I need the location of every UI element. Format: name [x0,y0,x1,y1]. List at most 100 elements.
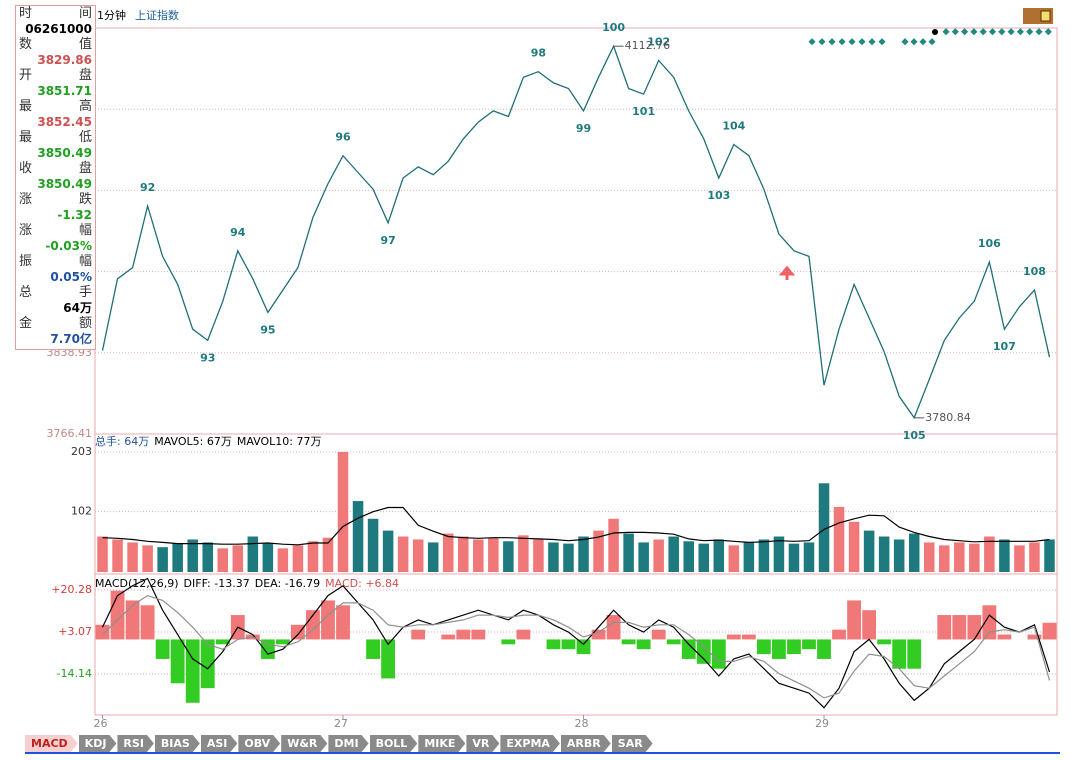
info-label: 开盘 [19,68,92,83]
bar [200,639,215,689]
bar [1014,545,1025,572]
indicator-tab[interactable]: BIAS [155,735,200,752]
peak-label: 100 [602,21,625,34]
bar [666,639,681,645]
marker [828,38,836,46]
info-label: 涨跌 [19,192,92,207]
indicator-tab[interactable]: OBV [238,735,280,752]
series-line [102,594,1051,699]
info-value: 7.70亿 [50,331,92,346]
bar [217,548,229,572]
marker [1026,28,1034,36]
bar [473,539,484,572]
bar [170,639,185,684]
info-label: 最低 [19,130,92,145]
bar [441,634,456,640]
info-value: 3850.49 [37,176,92,191]
marker [951,28,959,36]
bar [787,639,801,655]
x-tick-label: 27 [334,717,348,730]
bar [651,629,666,640]
bar [367,518,379,572]
peak-label: 106 [978,237,1001,250]
bar [773,536,785,572]
indicator-tab[interactable]: EXPMA [500,735,560,752]
bar [366,639,380,659]
indicator-tab[interactable]: MACD [25,735,78,752]
bar [155,639,170,659]
peak-label: 102 [647,35,670,48]
bar [352,501,364,572]
marker [970,28,978,36]
peak-label: 99 [576,122,591,135]
marker [910,38,918,46]
peak-label: 93 [200,351,215,364]
peak-label: 104 [722,119,745,132]
bar [277,548,289,572]
marker [988,28,997,36]
panel-header-item: DIFF: -13.37 [184,577,250,590]
bar [893,539,905,572]
bar [275,639,290,645]
bar [322,537,334,572]
bar [999,539,1010,572]
bar [863,530,875,572]
marker [919,38,927,46]
marker-dot [932,29,938,35]
indicator-tab[interactable]: BOLL [370,735,418,752]
peak-label: 95 [260,323,275,336]
bar [185,639,200,703]
indicator-tab[interactable]: ARBR [561,735,611,752]
indicator-tab[interactable]: ASI [201,735,238,752]
bar [907,639,922,669]
bar [336,605,350,640]
bar [788,543,800,572]
bar [247,536,259,572]
bar [803,542,815,572]
y-tick-label: 102 [71,505,92,518]
indicator-tab[interactable]: KDJ [79,735,117,752]
bar [172,543,183,572]
series-line [101,577,1051,709]
panel-header-item: MACD: +6.84 [325,577,399,590]
series-line [102,506,1050,546]
bar [456,629,471,640]
bar [756,639,771,655]
bar [743,542,755,572]
bar [533,539,544,572]
extreme-label: 4112.76 [625,39,671,52]
bar [471,629,486,640]
marker [1007,28,1015,36]
bar [518,535,529,572]
info-label: 振幅 [19,254,92,269]
info-value: 3851.71 [37,83,92,98]
indicator-tab[interactable]: VR [466,735,499,752]
marker [998,28,1006,36]
bar [232,545,244,572]
indicator-tab[interactable]: DMI [328,735,368,752]
marker [868,38,876,46]
info-value: 06261000 [25,21,92,36]
indicator-tab[interactable]: MIKE [418,735,465,752]
bar [653,539,664,572]
bar [546,639,561,650]
indicator-tab[interactable]: W&R [281,735,327,752]
info-value: 3850.49 [37,145,92,160]
peak-label: 96 [335,131,351,144]
indicator-tab[interactable]: RSI [117,735,154,752]
bar [125,600,140,640]
bar [937,615,952,640]
index-name: 上证指数 [135,8,179,22]
tab-underline [25,752,1060,754]
bar [215,639,230,645]
indicator-tabs: MACD KDJ RSI BIAS ASI OBV W&R DMI BOLL MIKE VR EXPM… [25,735,653,752]
bar [833,506,845,572]
bar [954,542,965,572]
bar [683,541,694,572]
indicator-tab[interactable]: SAR [612,735,653,752]
info-label: 金额 [19,316,92,331]
toolbar-icon-inner [1040,10,1051,22]
marker [808,38,816,46]
